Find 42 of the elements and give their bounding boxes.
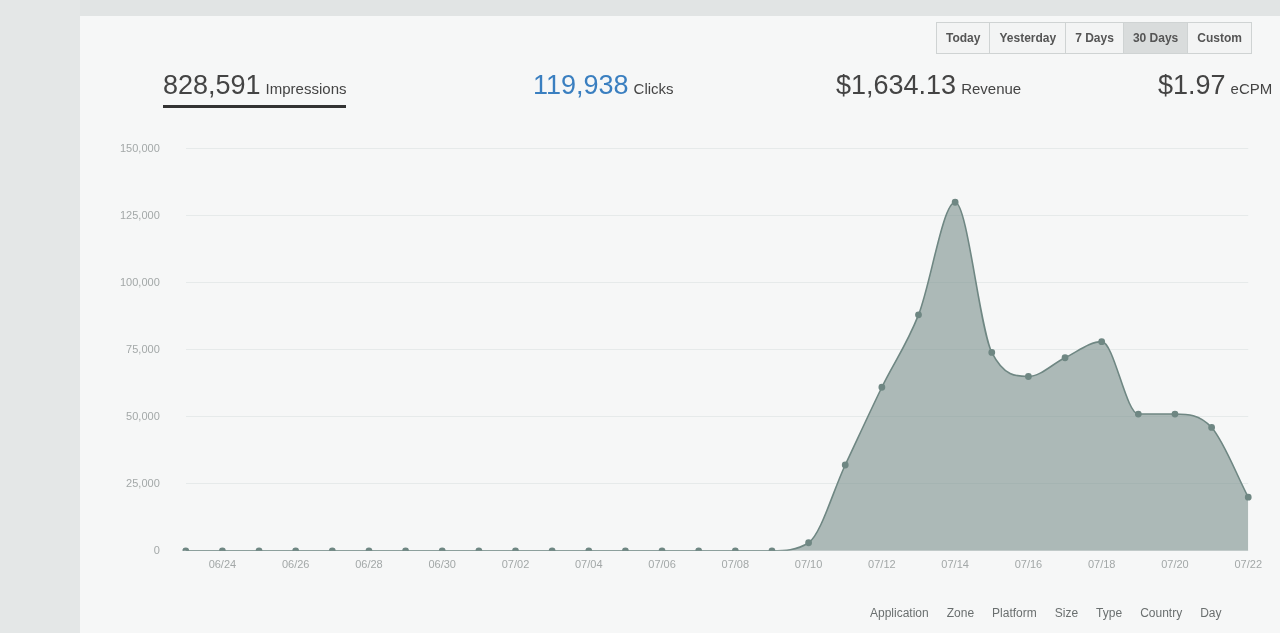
text: Size (1054, 606, 1079, 620)
range-button: Yesterday (989, 22, 1067, 54)
x-tick-label: 06/24 (208, 558, 237, 571)
text: $1,634.13 (836, 70, 957, 101)
text: Clicks (633, 80, 674, 97)
x-tick-label: 07/06 (648, 558, 676, 571)
y-tick-label: 150,000 (120, 141, 160, 154)
x-tick-label: 06/30 (428, 558, 456, 571)
text: eCPM (1230, 80, 1273, 97)
text: Platform (992, 606, 1037, 620)
text: Country (1140, 606, 1183, 620)
x-tick-label: 06/26 (281, 558, 310, 571)
x-tick-label: 07/22 (1234, 558, 1262, 571)
x-tick-label: 07/12 (868, 558, 896, 571)
x-tick-label: 07/10 (794, 558, 823, 571)
text: Zone (946, 606, 975, 620)
text: Application (870, 606, 929, 620)
x-tick-label: 07/20 (1161, 558, 1189, 571)
text: 119,938 (533, 70, 629, 101)
y-tick-label: 25,000 (126, 476, 160, 489)
text: $1.97 (1158, 70, 1226, 101)
y-tick-label: 100,000 (120, 275, 160, 288)
x-tick-label: 07/14 (941, 558, 969, 571)
range-button: Today (936, 22, 991, 54)
range-button: 30 Days (1122, 22, 1189, 54)
text: Day (1200, 606, 1222, 620)
x-tick-label: 06/28 (355, 558, 383, 571)
range-button: 7 Days (1065, 22, 1124, 54)
y-tick-label: 125,000 (120, 208, 160, 221)
y-tick-label: 0 (153, 543, 160, 556)
x-tick-label: 07/04 (575, 558, 603, 571)
y-tick-label: 50,000 (126, 409, 160, 422)
text: Type (1096, 606, 1123, 620)
x-tick-label: 07/16 (1014, 558, 1043, 571)
text: Revenue (961, 80, 1022, 97)
x-tick-label: 07/02 (501, 558, 530, 571)
x-tick-label: 07/08 (721, 558, 750, 571)
y-tick-label: 75,000 (126, 342, 160, 355)
range-button: Custom (1187, 22, 1252, 54)
text: 828,591 (163, 70, 261, 101)
x-tick-label: 07/18 (1087, 558, 1116, 571)
text: Impressions (265, 80, 347, 97)
